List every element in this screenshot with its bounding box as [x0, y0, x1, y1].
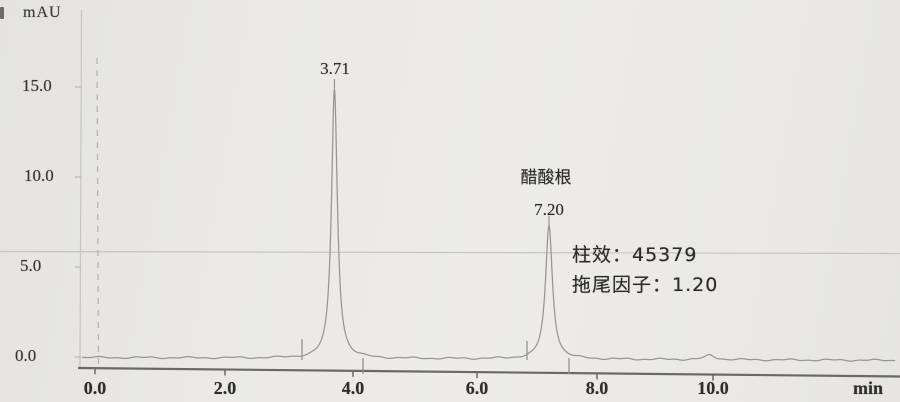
- tailing-factor-annotation: 拖尾因子：1.20: [572, 274, 719, 296]
- peak-integration-marks: [301, 339, 570, 374]
- column-efficiency-annotation: 柱效：45379: [572, 244, 698, 266]
- scan-edge-artifact: [0, 7, 4, 19]
- x-tick-marks: [94, 368, 714, 381]
- peak-apex-marks: [333, 79, 550, 226]
- y-tick-label: 0.0: [15, 346, 37, 365]
- y-tick-label: 10.0: [24, 166, 54, 185]
- x-axis-line: [77, 366, 900, 378]
- y-axis-line: [79, 9, 83, 369]
- chromatogram-trace: [82, 89, 896, 362]
- x-tick-label: 10.0: [697, 378, 729, 398]
- peak2-compound-name-label: 醋酸根: [520, 168, 572, 188]
- y-tick-marks: [75, 86, 81, 358]
- scan-fold-line: [0, 250, 900, 255]
- y-tick-label: 5.0: [20, 256, 42, 275]
- injection-dashed-line: [96, 57, 100, 369]
- y-tick-label: 15.0: [22, 76, 52, 95]
- peak1-retention-time-label: 3.71: [320, 59, 350, 78]
- y-axis-unit-label: mAU: [23, 4, 62, 21]
- x-axis-unit-label: min: [852, 378, 883, 398]
- x-tick-label: 8.0: [585, 378, 609, 398]
- peak2-retention-time-label: 7.20: [534, 200, 564, 219]
- x-tick-label: 2.0: [213, 378, 237, 398]
- x-tick-label: 6.0: [465, 378, 489, 398]
- x-tick-label: 4.0: [341, 378, 365, 398]
- x-tick-label: 0.0: [83, 378, 107, 398]
